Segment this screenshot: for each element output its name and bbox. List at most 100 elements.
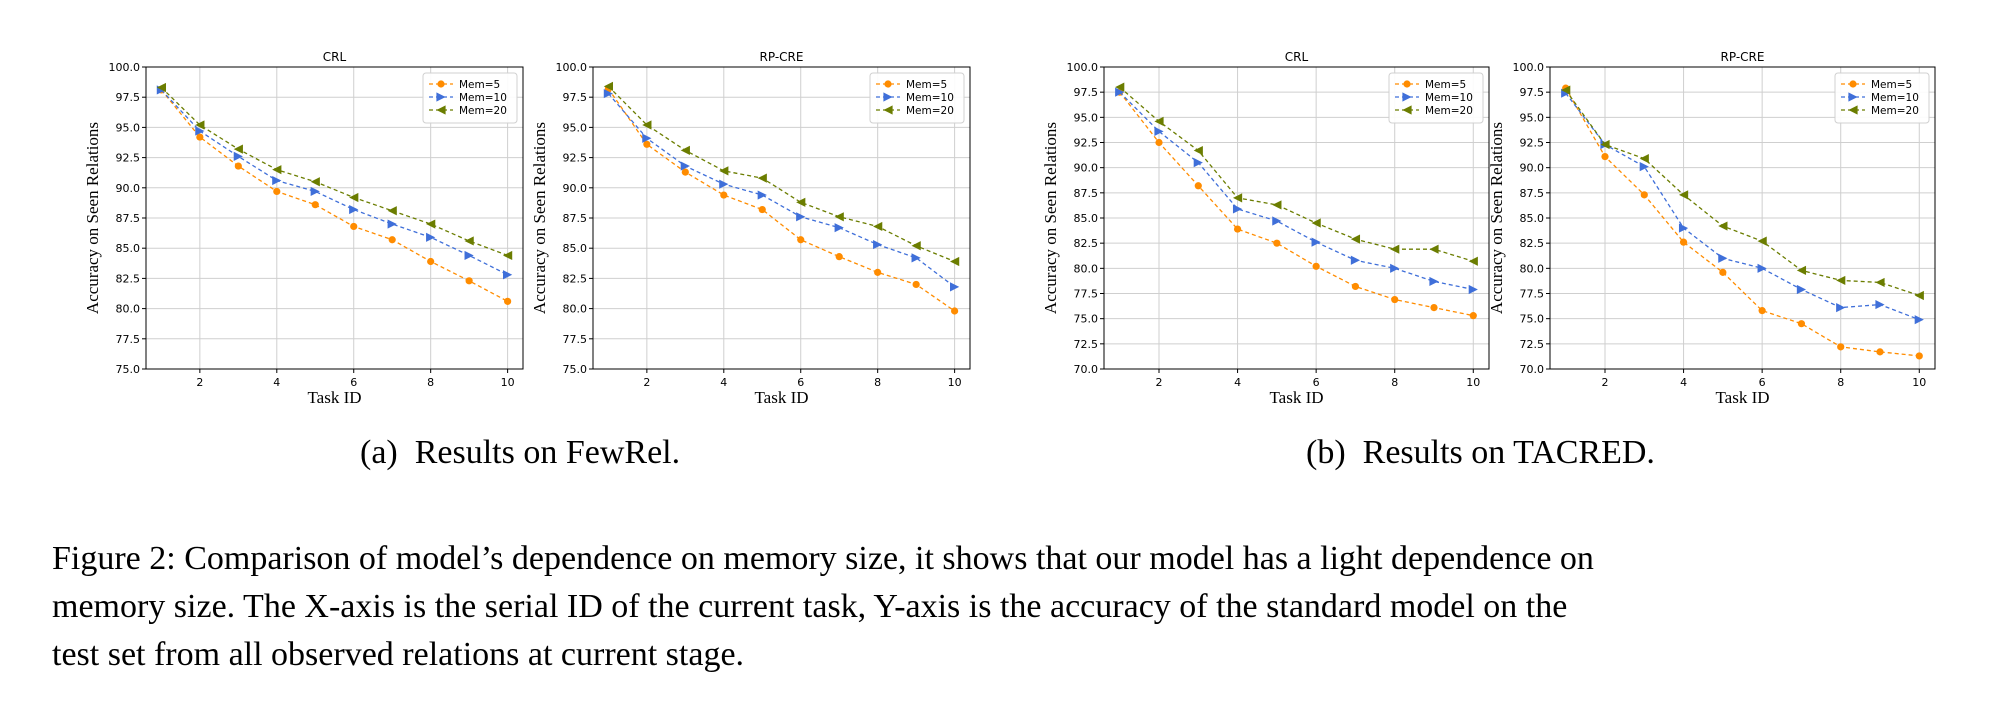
y-tick-label: 75.0 xyxy=(563,363,588,376)
y-tick-label: 80.0 xyxy=(1520,262,1545,275)
caption-line: memory size. The X-axis is the serial ID… xyxy=(52,588,1568,625)
data-point-mem-5 xyxy=(1758,307,1766,315)
data-point-mem-20 xyxy=(464,236,474,246)
y-tick-label: 90.0 xyxy=(1074,162,1099,175)
data-point-mem-20 xyxy=(1429,244,1439,254)
legend-label-mem-10: Mem=10 xyxy=(906,92,954,104)
y-tick-label: 80.0 xyxy=(563,303,588,316)
y-tick-label: 80.0 xyxy=(1074,262,1099,275)
data-point-mem-10 xyxy=(1272,216,1282,226)
data-point-mem-5 xyxy=(1233,225,1242,233)
y-tick-label: 80.0 xyxy=(116,303,141,316)
x-tick-label: 2 xyxy=(196,376,203,389)
data-point-mem-20 xyxy=(1836,275,1846,286)
chart-title: CRL xyxy=(323,50,347,64)
data-point-mem-5 xyxy=(1391,295,1399,304)
y-tick-label: 92.5 xyxy=(116,152,141,165)
data-point-mem-10 xyxy=(1154,126,1164,137)
data-point-mem-5 xyxy=(758,205,766,214)
data-point-mem-10 xyxy=(834,223,844,233)
y-tick-label: 92.5 xyxy=(1520,137,1545,150)
data-point-mem-5 xyxy=(427,257,435,266)
y-tick-label: 85.0 xyxy=(116,242,141,255)
data-point-mem-5 xyxy=(1351,282,1360,291)
y-tick-label: 77.5 xyxy=(563,333,588,346)
x-tick-label: 10 xyxy=(1912,376,1926,389)
y-tick-label: 82.5 xyxy=(563,272,588,285)
data-point-mem-10 xyxy=(796,212,806,222)
x-tick-label: 2 xyxy=(643,376,650,389)
data-point-mem-20 xyxy=(272,165,282,175)
data-point-mem-5 xyxy=(1155,138,1163,147)
charts-area: 75.0 77.5 80.0 82.5 85.0 87.5 90.0 92.5 95.0 97.5… xyxy=(83,50,1936,407)
y-tick-label: 90.0 xyxy=(116,182,141,195)
data-point-mem-20 xyxy=(1272,200,1282,210)
y-tick-label: 97.5 xyxy=(1520,86,1545,99)
legend-marker-mem-20 xyxy=(1848,105,1858,115)
y-tick-label: 87.5 xyxy=(116,212,141,225)
legend-label-mem-5: Mem=5 xyxy=(1871,79,1912,91)
data-point-mem-10 xyxy=(195,126,205,136)
x-axis-label: Task ID xyxy=(1269,388,1323,407)
series-line-mem-20 xyxy=(607,85,955,263)
series-line-mem-5 xyxy=(607,88,955,312)
y-tick-label: 75.0 xyxy=(1520,313,1545,326)
chart-panel-tacred-rp-cre: 70.0 72.5 75.0 77.5 80.0 82.5 85.0 87.5 90.0 92.5… xyxy=(1487,50,1936,407)
data-point-mem-20 xyxy=(310,177,320,187)
data-point-mem-20 xyxy=(156,82,166,93)
legend-label-mem-5: Mem=5 xyxy=(1425,79,1466,91)
data-point-mem-10 xyxy=(1232,204,1243,214)
y-tick-label: 75.0 xyxy=(1074,313,1099,326)
chart-title: RP-CRE xyxy=(1721,50,1765,64)
chart-panel-fewrel-crl: 75.0 77.5 80.0 82.5 85.0 87.5 90.0 92.5 95.0 97.5… xyxy=(83,50,524,407)
data-point-mem-5 xyxy=(234,162,242,170)
x-tick-label: 8 xyxy=(427,376,434,389)
data-point-mem-20 xyxy=(603,81,613,91)
y-tick-label: 95.0 xyxy=(116,121,141,134)
x-axis-label: Task ID xyxy=(307,388,361,407)
data-point-mem-5 xyxy=(1915,352,1923,360)
data-point-mem-20 xyxy=(642,120,652,130)
data-point-mem-10 xyxy=(272,175,282,186)
x-tick-label: 8 xyxy=(874,376,881,389)
data-point-mem-5 xyxy=(388,236,396,244)
y-tick-label: 92.5 xyxy=(1074,137,1099,150)
data-point-mem-20 xyxy=(426,219,436,229)
x-tick-label: 4 xyxy=(720,376,727,389)
caption-line: test set from all observed relations at … xyxy=(52,636,745,673)
data-point-mem-5 xyxy=(465,277,473,285)
legend-marker-mem-5 xyxy=(1849,80,1857,88)
data-point-mem-20 xyxy=(1193,145,1203,156)
data-point-mem-20 xyxy=(1232,193,1243,203)
chart-title: CRL xyxy=(1285,50,1309,64)
data-point-mem-10 xyxy=(911,253,921,263)
data-point-mem-10 xyxy=(1193,158,1203,168)
data-point-mem-5 xyxy=(681,168,689,176)
legend-label-mem-20: Mem=20 xyxy=(459,105,507,117)
series-line-mem-10 xyxy=(1119,91,1474,291)
x-tick-label: 6 xyxy=(350,376,357,389)
data-point-mem-20 xyxy=(1639,154,1649,164)
data-point-mem-20 xyxy=(1311,218,1321,228)
data-point-mem-5 xyxy=(1679,238,1688,246)
y-tick-label: 77.5 xyxy=(1520,288,1545,301)
data-point-mem-20 xyxy=(195,120,205,130)
y-tick-label: 90.0 xyxy=(563,182,588,195)
x-tick-label: 8 xyxy=(1391,376,1398,389)
data-point-mem-5 xyxy=(912,280,920,289)
data-point-mem-10 xyxy=(349,204,359,215)
legend-label-mem-10: Mem=10 xyxy=(459,92,507,104)
data-point-mem-10 xyxy=(1429,276,1439,287)
data-point-mem-5 xyxy=(1312,262,1320,270)
y-tick-label: 97.5 xyxy=(116,91,141,104)
data-point-mem-10 xyxy=(1836,302,1846,313)
subfigure-label-tacred: (b) Results on TACRED. xyxy=(1306,434,1655,471)
data-point-mem-10 xyxy=(1757,263,1767,273)
y-tick-label: 97.5 xyxy=(1074,86,1099,99)
y-tick-label: 82.5 xyxy=(1520,237,1545,250)
data-point-mem-10 xyxy=(1468,284,1478,295)
legend-marker-mem-5 xyxy=(1403,80,1411,88)
y-tick-label: 85.0 xyxy=(1520,212,1545,225)
